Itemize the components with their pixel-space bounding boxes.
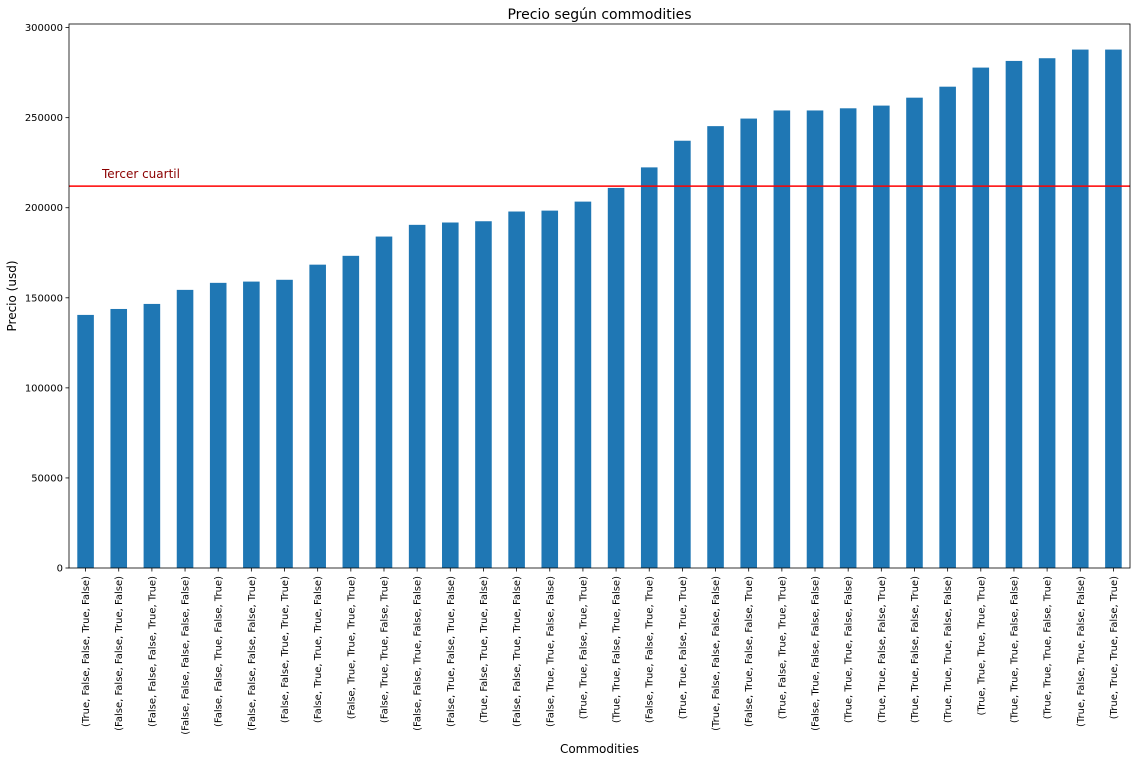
bar [508, 211, 525, 568]
plot-frame [68, 23, 1131, 569]
bar [475, 221, 492, 568]
bar [342, 255, 360, 569]
x-tick-label: (True, False, True, True, True) [777, 576, 788, 719]
x-tick-label: (False, False, False, False, False) [181, 576, 192, 735]
chart-title: Precio según commodities [507, 7, 691, 23]
y-tick-label: 50000 [31, 473, 63, 484]
bar [972, 67, 990, 569]
bar [773, 110, 791, 569]
bar [143, 303, 161, 568]
x-tick-label: (False, True, False, True, True) [645, 576, 656, 723]
x-tick-label: (True, False, True, True, False) [479, 576, 490, 723]
annotation-group: Tercer cuartil [69, 167, 1130, 187]
bar [110, 308, 128, 568]
bars-group [77, 49, 1122, 569]
y-tick-label: 0 [57, 564, 63, 575]
x-axis: (True, False, False, True, False) (False,… [81, 568, 1120, 735]
bar [1105, 49, 1122, 569]
bar [707, 126, 724, 568]
bar [1071, 49, 1089, 569]
x-tick-label: (False, False, False, True, True) [147, 576, 158, 727]
y-axis: 0 50000 100000 150000 200000 250000 300000 [25, 23, 69, 575]
x-tick-label: (False, True, True, False, False) [545, 576, 556, 727]
bar [1038, 58, 1056, 569]
x-tick-label: (False, True, True, True, True) [346, 576, 357, 719]
x-tick-label: (True, False, False, True, False) [81, 576, 92, 727]
x-tick-label: (True, True, True, False, True) [1109, 576, 1120, 719]
x-tick-label: (False, False, False, True, False) [114, 576, 125, 731]
x-tick-label: (False, True, False, False, True) [744, 576, 755, 727]
x-tick-label: (True, True, False, False, True) [910, 576, 921, 723]
third-quartile-label: Tercer cuartil [101, 167, 180, 181]
x-tick-label: (True, True, True, False, True) [1043, 576, 1054, 719]
y-tick-label: 250000 [25, 113, 63, 124]
y-tick-label: 100000 [25, 383, 63, 394]
x-tick-label: (True, False, False, False, False) [711, 576, 722, 731]
x-tick-label: (True, True, True, False, False) [943, 576, 954, 723]
x-tick-label: (True, True, True, False, False) [844, 576, 855, 723]
bar [176, 289, 194, 568]
x-tick-label: (True, True, False, True, True) [678, 576, 689, 719]
bar [740, 118, 757, 569]
bar [209, 282, 227, 568]
bar [939, 86, 956, 568]
bar [806, 110, 824, 569]
bar [276, 279, 293, 568]
y-tick-label: 150000 [25, 293, 63, 304]
bar [541, 210, 559, 568]
bar [77, 314, 94, 568]
bar [839, 108, 857, 568]
bar [607, 187, 625, 568]
x-tick-label: (True, False, True, False, False) [1076, 576, 1087, 727]
x-tick-label: (True, True, False, True, False) [612, 576, 623, 723]
x-tick-label: (False, False, True, False, True) [214, 576, 225, 727]
bar [1005, 60, 1023, 568]
bar [873, 105, 890, 568]
x-tick-label: (False, True, True, True, False) [313, 576, 324, 723]
bar [640, 167, 658, 568]
x-tick-label: (False, False, True, True, False) [512, 576, 523, 727]
bar [674, 140, 691, 568]
x-tick-label: (True, True, True, False, False) [1009, 576, 1020, 723]
x-tick-label: (True, True, False, True, True) [578, 576, 589, 719]
bar [408, 224, 426, 568]
x-tick-label: (False, False, False, False, True) [247, 576, 258, 731]
bar [243, 281, 260, 568]
x-tick-label: (False, False, True, True, True) [280, 576, 291, 723]
x-tick-label: (True, True, False, False, True) [877, 576, 888, 723]
x-tick-label: (False, True, False, False, False) [811, 576, 822, 731]
bar [442, 222, 459, 568]
x-axis-label: Commodities [560, 742, 639, 756]
bar [574, 201, 592, 568]
bar [309, 264, 326, 568]
bar [906, 97, 923, 569]
y-tick-label: 200000 [25, 203, 63, 214]
y-tick-label: 300000 [25, 23, 63, 34]
y-axis-label: Precio (usd) [5, 260, 19, 331]
bar [375, 236, 393, 569]
x-tick-label: (False, True, True, False, True) [379, 576, 390, 723]
x-tick-label: (False, True, False, True, False) [446, 576, 457, 727]
x-tick-label: (False, False, True, False, False) [413, 576, 424, 731]
x-tick-label: (True, True, True, True, True) [976, 576, 987, 716]
